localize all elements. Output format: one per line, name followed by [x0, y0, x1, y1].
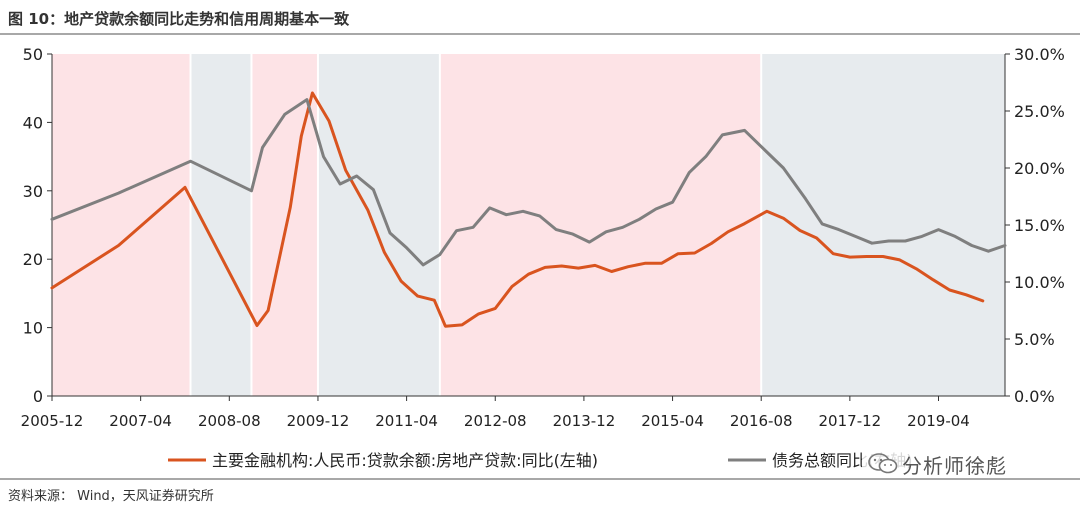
- left-tick-label: 10: [23, 319, 43, 338]
- left-tick-label: 20: [23, 250, 43, 269]
- source-note: 资料来源： Wind，天风证券研究所: [8, 489, 214, 504]
- x-tick-label: 2005-12: [21, 412, 84, 430]
- series-lines: [50, 91, 1007, 328]
- x-tick-label: 2009-12: [287, 412, 350, 430]
- figure-title: 图 10：地产贷款余额同比走势和信用周期基本一致: [8, 10, 350, 28]
- top-rule: [0, 33, 1080, 35]
- band-grey-3: [317, 54, 440, 396]
- series-line-0: [50, 91, 985, 328]
- bottom-rule: [0, 478, 1080, 480]
- line-chart: 0 10 20 30 40 50 0.0% 5.0% 10.0% 15.0% 20.0% 25.0% 3…: [21, 45, 1065, 470]
- wechat-icon: [868, 453, 898, 475]
- left-tick-label: 40: [23, 113, 43, 132]
- x-tick-label: 2012-08: [464, 412, 527, 430]
- band-grey-5: [761, 54, 1005, 396]
- right-tick-label: 15.0%: [1014, 216, 1065, 235]
- chart-axes: 0 10 20 30 40 50 0.0% 5.0% 10.0% 15.0% 20.0% 25.0% 3…: [21, 45, 1065, 430]
- left-tick-label: 30: [23, 182, 43, 201]
- watermark: 分析师徐彪: [862, 450, 1013, 478]
- right-tick-label: 30.0%: [1014, 45, 1065, 64]
- right-tick-label: 10.0%: [1014, 273, 1065, 292]
- x-tick-label: 2019-04: [907, 412, 970, 430]
- right-tick-label: 0.0%: [1014, 387, 1055, 406]
- x-tick-label: 2013-12: [553, 412, 616, 430]
- band-pink-0: [52, 54, 191, 396]
- legend-label-0: 主要金融机构:人民币:贷款余额:房地产贷款:同比(左轴): [212, 451, 598, 470]
- right-tick-label: 25.0%: [1014, 102, 1065, 121]
- cycle-bands: [52, 54, 1005, 396]
- series-line-1: [50, 98, 1007, 267]
- chart-legend: 主要金融机构:人民币:贷款余额:房地产贷款:同比(左轴) 债务总额同比(右轴): [168, 451, 913, 470]
- watermark-text: 分析师徐彪: [902, 453, 1007, 478]
- x-tick-label: 2016-08: [730, 412, 793, 430]
- left-tick-label: 0: [33, 387, 43, 406]
- x-tick-label: 2011-04: [375, 412, 438, 430]
- x-tick-label: 2007-04: [109, 412, 172, 430]
- x-tick-label: 2017-12: [819, 412, 882, 430]
- right-tick-label: 20.0%: [1014, 159, 1065, 178]
- band-grey-1: [190, 54, 252, 396]
- right-tick-label: 5.0%: [1014, 330, 1055, 349]
- band-pink-4: [439, 54, 762, 396]
- x-tick-label: 2008-08: [198, 412, 261, 430]
- left-tick-label: 50: [23, 45, 43, 64]
- x-tick-label: 2015-04: [641, 412, 704, 430]
